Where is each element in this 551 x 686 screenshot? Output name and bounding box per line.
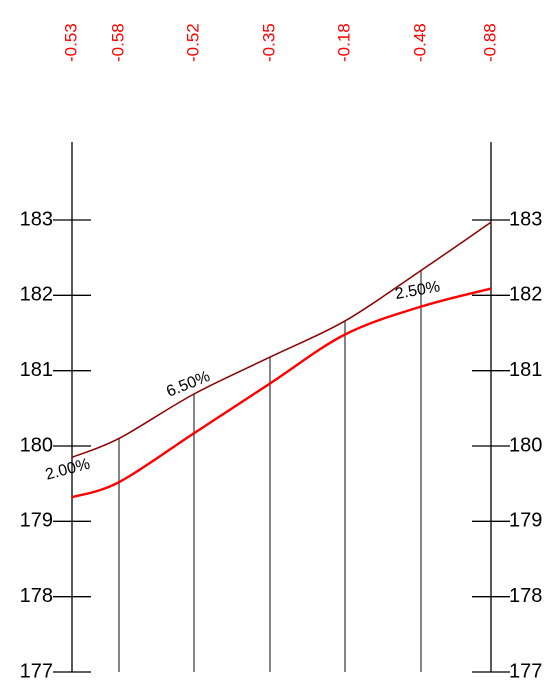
right-elevation-axis: 177 178 179 180 181 182 183	[472, 142, 542, 682]
elevation-difference-labels: -0.53 -0.58 -0.52 -0.35 -0.18 -0.48 -0.88	[61, 23, 499, 62]
grade-labels: 2.00% 6.50% 2.50%	[44, 278, 442, 483]
design-profile-line	[71, 221, 492, 458]
elevation-difference-label: -0.53	[61, 23, 80, 62]
right-elevation-label: 181	[509, 359, 542, 381]
grade-label: 2.00%	[44, 456, 92, 484]
station-lines	[118, 270, 422, 672]
elevation-difference-label: -0.58	[108, 23, 127, 62]
left-elevation-label: 180	[20, 434, 53, 456]
right-elevation-label: 180	[509, 434, 542, 456]
left-elevation-label: 181	[20, 359, 53, 381]
grade-label: 6.50%	[164, 368, 212, 401]
grade-label: 2.50%	[394, 278, 442, 303]
left-elevation-label: 179	[20, 510, 53, 532]
profile-lines	[71, 221, 492, 499]
right-elevation-label: 182	[509, 284, 542, 306]
ground-profile-line	[71, 287, 492, 499]
elevation-difference-label: -0.52	[183, 23, 202, 62]
elevation-difference-label: -0.48	[410, 23, 429, 62]
elevation-difference-label: -0.18	[334, 23, 353, 62]
left-elevation-axis: 177 178 179 180 181 182 183	[20, 142, 91, 682]
elevation-difference-label: -0.88	[480, 23, 499, 62]
right-elevation-label: 177	[509, 660, 542, 682]
right-elevation-label: 183	[509, 208, 542, 230]
elevation-difference-label: -0.35	[259, 23, 278, 62]
right-elevation-label: 179	[509, 510, 542, 532]
right-elevation-label: 178	[509, 585, 542, 607]
left-elevation-label: 183	[20, 208, 53, 230]
left-elevation-label: 182	[20, 284, 53, 306]
left-elevation-label: 178	[20, 585, 53, 607]
left-elevation-label: 177	[20, 660, 53, 682]
